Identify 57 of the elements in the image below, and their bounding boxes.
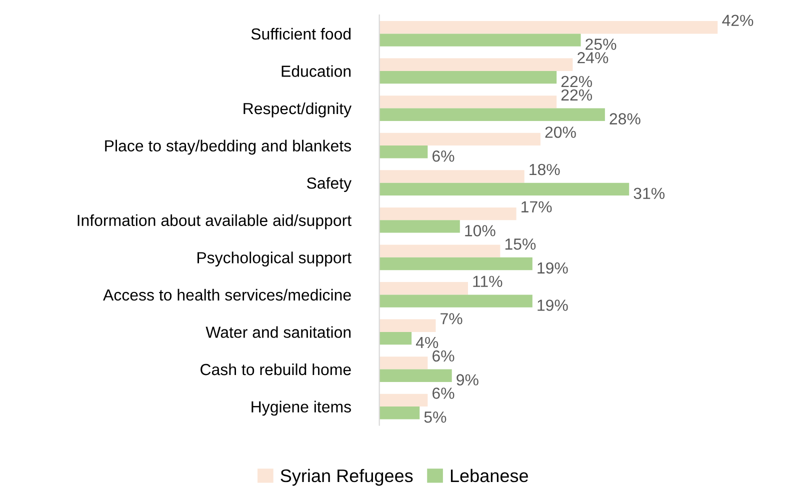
y-tick-label: Respect/dignity: [244, 102, 352, 118]
data-label: 24%: [578, 52, 608, 64]
bar: [379, 220, 460, 233]
data-label: 10%: [465, 225, 496, 236]
bar: [379, 34, 581, 46]
bar: [379, 394, 428, 407]
data-label: 25%: [586, 38, 616, 50]
bar: [379, 207, 516, 220]
data-label: 20%: [545, 126, 576, 138]
bar: [379, 96, 557, 108]
y-tick-label: Place to stay/bedding and blankets: [105, 140, 351, 155]
bar: [379, 332, 412, 345]
y-tick-label: Education: [282, 65, 351, 77]
y-tick-label: Access to health services/medicine: [103, 288, 351, 301]
bar: [379, 257, 532, 270]
data-label: 31%: [634, 188, 665, 200]
bar: [379, 356, 428, 370]
bar: [379, 294, 532, 308]
data-label: 6%: [432, 350, 454, 362]
bar: [379, 146, 428, 158]
bar: [379, 406, 420, 420]
bar: [379, 369, 452, 382]
data-label: 6%: [432, 150, 454, 162]
data-label: 11%: [473, 276, 502, 287]
y-tick-label: Hygiene items: [252, 400, 351, 416]
data-label: 17%: [522, 201, 552, 212]
data-label: 7%: [440, 313, 462, 324]
data-label: 19%: [538, 300, 568, 311]
data-label: 15%: [505, 238, 536, 250]
data-label: 22%: [561, 89, 592, 101]
bar: [379, 244, 500, 258]
bar: [379, 319, 436, 332]
data-label: 5%: [424, 412, 446, 423]
legend-label: Syrian Refugees: [280, 468, 413, 486]
y-tick-label: Water and sanitation: [206, 326, 351, 338]
bar: [379, 282, 468, 295]
bar: [379, 70, 557, 84]
data-label: 4%: [416, 336, 438, 348]
bar: [379, 58, 573, 71]
bar: [379, 108, 605, 121]
data-label: 28%: [610, 113, 640, 124]
y-tick-label: Cash to rebuild home: [200, 363, 351, 376]
y-tick-label: Psychological support: [198, 252, 352, 267]
data-label: 22%: [561, 76, 592, 88]
bar: [379, 132, 540, 146]
bar: [379, 170, 524, 183]
legend-label: Lebanese: [450, 468, 528, 482]
y-tick-label: Sufficient food: [251, 28, 351, 40]
data-label: 6%: [432, 388, 454, 399]
data-label: 42%: [722, 14, 754, 26]
y-tick-label: Information about available aid/support: [78, 214, 352, 230]
bar: [379, 182, 630, 196]
bar: [379, 21, 718, 34]
y-tick-label: Safety: [307, 177, 352, 192]
data-label: 19%: [538, 262, 568, 274]
data-label: 18%: [530, 164, 560, 176]
data-label: 9%: [456, 374, 478, 386]
